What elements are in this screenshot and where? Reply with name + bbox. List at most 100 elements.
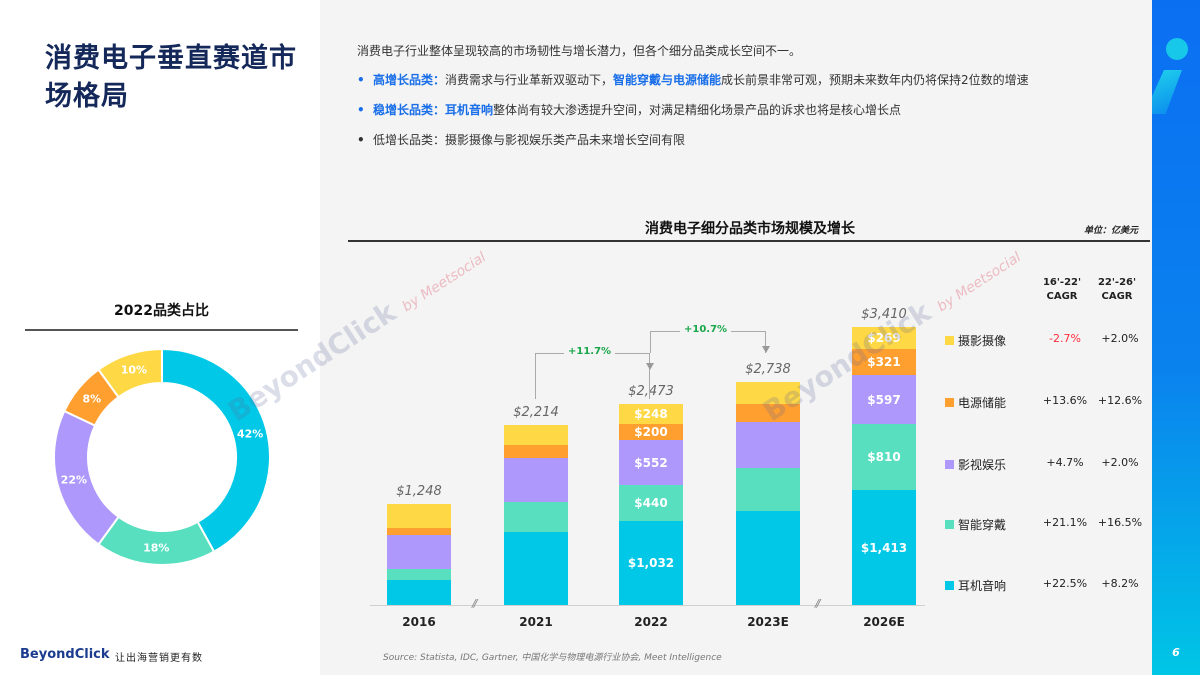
bar-segment-电源储能 <box>387 528 451 535</box>
bar-segment-影视娱乐: $552 <box>619 440 683 485</box>
donut-slice <box>161 347 271 554</box>
bar-2022: $248 $200 $552 $440 $1,032 <box>619 404 683 605</box>
donut-slice-label: 22% <box>60 473 88 487</box>
chart-title: 消费电子细分品类市场规模及增长 <box>645 221 855 237</box>
bar-total-2016: $1,248 <box>396 484 442 499</box>
bar-2023E <box>736 382 800 605</box>
legend-label: 智能穿戴 <box>958 518 1007 532</box>
bar-segment-智能穿戴 <box>387 569 451 580</box>
page-title: 消费电子垂直赛道市场格局 <box>45 43 297 112</box>
brand-slash-icon <box>1152 70 1182 114</box>
x-axis-label-2026E: 2026E <box>863 615 905 629</box>
bar-segment-耳机音响 <box>387 580 451 605</box>
donut-slice-label: 42% <box>236 427 264 441</box>
accent-strip: 6 <box>1152 0 1200 675</box>
cagr-22-26-value: +12.6% <box>1097 394 1143 407</box>
bar-segment-摄影摄像 <box>504 425 568 445</box>
bar-segment-智能穿戴: $440 <box>619 485 683 521</box>
cagr-22-26-value: +16.5% <box>1097 516 1143 529</box>
legend-swatch <box>945 336 954 345</box>
bar-segment-电源储能: $200 <box>619 424 683 440</box>
bar-segment-智能穿戴 <box>504 502 568 532</box>
legend-item-影视娱乐: 影视娱乐 +4.7% +2.0% <box>945 455 1145 475</box>
legend-label: 影视娱乐 <box>958 458 1007 472</box>
bullet-label: 高增长品类： <box>373 73 446 87</box>
legend-label: 耳机音响 <box>958 579 1007 593</box>
cagr-header-22-26: 22'-26' CAGR <box>1097 277 1137 302</box>
bar-segment-耳机音响 <box>504 532 568 605</box>
bar-segment-电源储能 <box>504 445 568 458</box>
bullet-label: 低增长品类： <box>373 133 446 147</box>
growth-label-2021-2022: +11.7% <box>564 346 616 357</box>
bullet-highlight: 智能穿戴与电源储能 <box>613 73 722 87</box>
legend-swatch <box>945 581 954 590</box>
footer-logo: BeyondClick <box>20 647 110 662</box>
legend-item-智能穿戴: 智能穿戴 +21.1% +16.5% <box>945 515 1145 535</box>
bar-segment-摄影摄像 <box>387 504 451 528</box>
axis-break-icon: // <box>815 597 821 610</box>
legend-item-耳机音响: 耳机音响 +22.5% +8.2% <box>945 576 1145 596</box>
summary-bullets: 高增长品类：消费需求与行业革新双驱动下，智能穿戴与电源储能成长前景非常可观，预期… <box>357 70 1137 160</box>
donut-slice-label: 10% <box>120 363 148 377</box>
legend-item-摄影摄像: 摄影摄像 -2.7% +2.0% <box>945 331 1145 351</box>
arrow-down-icon <box>762 346 770 353</box>
legend-swatch <box>945 398 954 407</box>
x-axis-label-2021: 2021 <box>519 615 553 629</box>
arrow-down-icon <box>646 363 654 370</box>
donut-slice-label: 8% <box>82 392 102 406</box>
bar-segment-电源储能 <box>736 404 800 422</box>
bar-segment-摄影摄像: $269 <box>852 327 916 349</box>
chart-title-divider <box>348 240 1150 242</box>
legend-label: 摄影摄像 <box>958 334 1007 348</box>
bar-segment-耳机音响: $1,032 <box>619 521 683 605</box>
x-axis-label-2023E: 2023E <box>747 615 789 629</box>
axis-break-icon: // <box>472 597 478 610</box>
bullet-stable-growth: 稳增长品类：耳机音响整体尚有较大渗透提升空间，对满足精细化场景产品的诉求也将是核… <box>357 100 1137 120</box>
bullet-text: 摄影摄像与影视娱乐类产品未来增长空间有限 <box>445 133 686 147</box>
cagr-16-22-value: +22.5% <box>1042 577 1088 590</box>
donut-slice-label: 18% <box>143 541 170 555</box>
donut-slice <box>97 347 163 399</box>
bar-2016 <box>387 504 451 605</box>
bar-segment-智能穿戴 <box>736 468 800 511</box>
bar-segment-影视娱乐 <box>736 422 800 468</box>
footer-slogan: 让出海营销更有数 <box>115 653 203 664</box>
chart-unit: 单位：亿美元 <box>1083 226 1138 236</box>
cagr-22-26-value: +2.0% <box>1101 456 1139 469</box>
bar-total-2026E: $3,410 <box>861 307 907 322</box>
cagr-22-26-value: +8.2% <box>1101 577 1139 590</box>
bar-segment-摄影摄像: $248 <box>619 404 683 424</box>
page-number: 6 <box>1172 646 1180 659</box>
bar-segment-影视娱乐: $597 <box>852 375 916 424</box>
cagr-16-22-value: -2.7% <box>1049 332 1081 345</box>
bar-segment-影视娱乐 <box>504 458 568 502</box>
cagr-22-26-value: +2.0% <box>1101 332 1139 345</box>
pie-title-divider <box>25 329 298 331</box>
growth-label-2022-2023: +10.7% <box>680 324 732 335</box>
bullet-text: 成长前景非常可观，预期未来数年内仍将保持2位数的增速 <box>721 73 1029 87</box>
bar-segment-影视娱乐 <box>387 535 451 569</box>
cagr-16-22-value: +4.7% <box>1046 456 1084 469</box>
growth-connector-2021-2022 <box>535 353 650 399</box>
legend-swatch <box>945 460 954 469</box>
bar-segment-电源储能: $321 <box>852 349 916 375</box>
bar-segment-智能穿戴: $810 <box>852 424 916 490</box>
x-axis-line <box>370 605 925 606</box>
bar-total-2022: $2,473 <box>628 384 674 399</box>
cagr-header-16-22: 16'-22' CAGR <box>1042 277 1082 302</box>
donut-chart: 42% 18% 22% 8% 10% <box>50 345 274 569</box>
bullet-label: 稳增长品类： <box>373 103 446 117</box>
bar-total-2021: $2,214 <box>513 405 559 420</box>
summary-intro: 消费电子行业整体呈现较高的市场韧性与增长潜力，但各个细分品类成长空间不一。 <box>357 44 802 58</box>
bullet-low-growth: 低增长品类：摄影摄像与影视娱乐类产品未来增长空间有限 <box>357 130 1137 150</box>
cagr-16-22-value: +13.6% <box>1042 394 1088 407</box>
cagr-16-22-value: +21.1% <box>1042 516 1088 529</box>
bullet-highlight: 耳机音响 <box>445 103 494 117</box>
brand-dot-icon <box>1166 38 1188 60</box>
source-note: Source: Statista, IDC, Gartner, 中国化学与物理电… <box>383 653 722 663</box>
x-axis-label-2016: 2016 <box>402 615 436 629</box>
bar-2026E: $269 $321 $597 $810 $1,413 <box>852 327 916 605</box>
bar-segment-摄影摄像 <box>736 382 800 404</box>
bar-segment-耳机音响 <box>736 511 800 605</box>
bullet-text: 整体尚有较大渗透提升空间，对满足精细化场景产品的诉求也将是核心增长点 <box>493 103 902 117</box>
